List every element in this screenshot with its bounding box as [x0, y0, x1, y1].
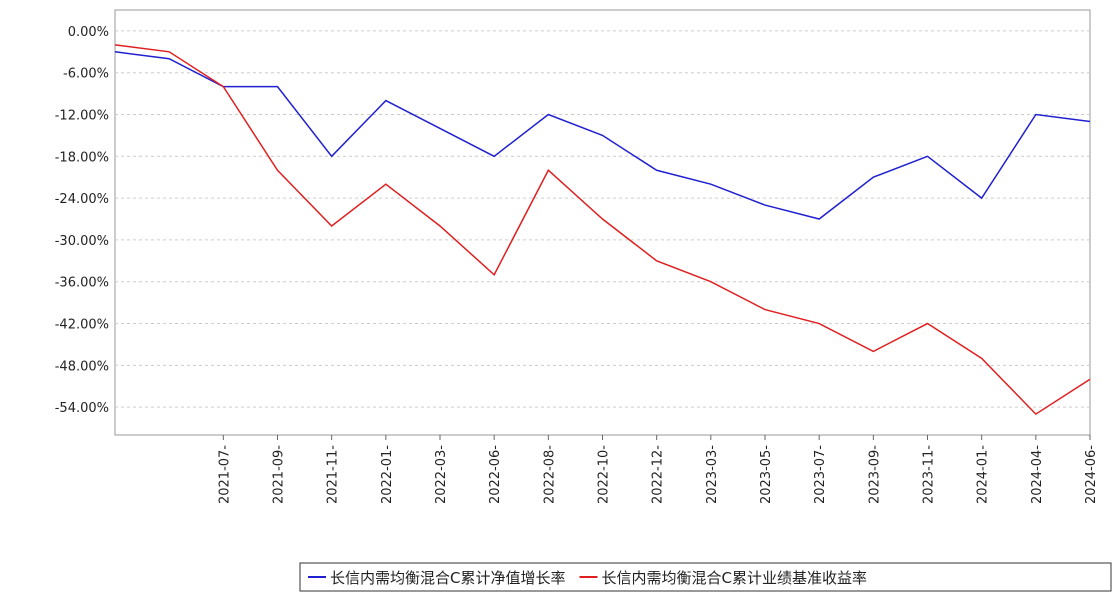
series-line — [115, 52, 1090, 219]
x-tick-label: 2022-01- — [380, 445, 395, 504]
x-tick-label: 2024-04- — [1030, 445, 1045, 504]
y-tick-label: -18.00% — [55, 150, 109, 165]
x-tick-label: 2021-11- — [326, 445, 341, 504]
chart: 0.00% -6.00% -12.00% -18.00% -24.00% -30.00% -… — [0, 0, 1112, 597]
x-tick-label: 2023-09- — [867, 445, 882, 504]
legend-label: 长信内需均衡混合C累计业绩基准收益率 — [601, 569, 866, 587]
y-tick-label: -30.00% — [55, 234, 109, 249]
y-tick-label: -24.00% — [55, 192, 109, 207]
y-tick-label: -48.00% — [55, 359, 109, 374]
x-tick-label: 2022-12- — [651, 445, 666, 504]
x-tick-label: 2023-07- — [813, 445, 828, 504]
x-tick-label: 2022-10- — [597, 445, 612, 504]
page: 0.00% -6.00% -12.00% -18.00% -24.00% -30.00% -… — [0, 0, 1112, 601]
y-tick-label: -54.00% — [55, 401, 109, 416]
y-tick-label: 0.00% — [68, 25, 109, 40]
x-tick-label: 2023-05- — [759, 445, 774, 504]
y-tick-label: -6.00% — [63, 67, 109, 82]
x-tick-label: 2022-06- — [488, 445, 503, 504]
x-tick-label: 2021-09- — [272, 445, 287, 504]
x-tick-label: 2024-01- — [976, 445, 991, 504]
plot-frame — [115, 10, 1090, 435]
y-tick-label: -12.00% — [55, 109, 109, 124]
x-tick-label: 2024-06- — [1084, 445, 1099, 504]
x-tick-label: 2021-07- — [217, 445, 232, 504]
y-tick-label: -36.00% — [55, 276, 109, 291]
x-tick-label: 2023-03- — [705, 445, 720, 504]
legend-label: 长信内需均衡混合C累计净值增长率 — [330, 569, 565, 587]
x-tick-label: 2023-11- — [922, 445, 937, 504]
x-tick-label: 2022-08- — [542, 445, 557, 504]
y-tick-label: -42.00% — [55, 318, 109, 333]
x-tick-label: 2022-03- — [434, 445, 449, 504]
series-line — [115, 45, 1090, 414]
